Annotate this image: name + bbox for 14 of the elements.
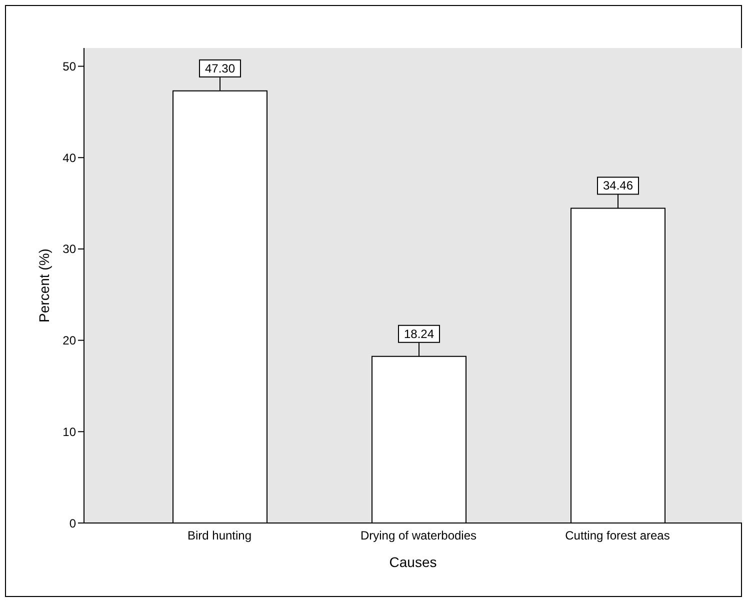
y-tick-label: 30 bbox=[62, 242, 76, 256]
data-label: 34.46 bbox=[602, 178, 634, 193]
data-label: 18.24 bbox=[404, 326, 434, 341]
y-tick-label: 40 bbox=[62, 150, 76, 165]
x-tick-label: Bird hunting bbox=[187, 528, 252, 543]
y-tick-label: 50 bbox=[62, 60, 76, 74]
x-tick-label: Cutting forest areas bbox=[565, 528, 670, 543]
y-axis-title: Percent (%) bbox=[36, 248, 52, 322]
x-axis-title: Causes bbox=[389, 554, 437, 570]
y-tick-label: 0 bbox=[69, 516, 76, 530]
y-tick-label: 10 bbox=[62, 424, 76, 439]
x-tick-label: Drying of waterbodies bbox=[360, 528, 477, 543]
data-label: 47.30 bbox=[204, 61, 236, 76]
y-tick-label: 20 bbox=[62, 334, 76, 348]
